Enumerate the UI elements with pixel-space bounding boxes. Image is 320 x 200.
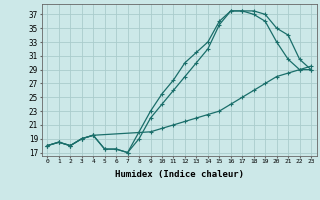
X-axis label: Humidex (Indice chaleur): Humidex (Indice chaleur) [115,170,244,179]
